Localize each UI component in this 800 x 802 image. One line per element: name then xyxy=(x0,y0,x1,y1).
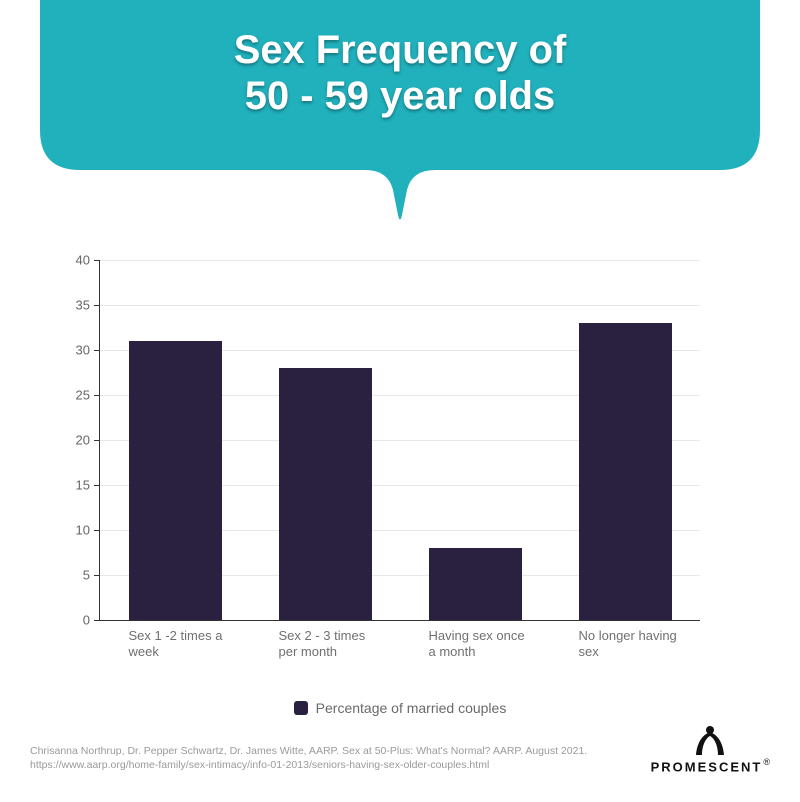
gridline xyxy=(100,260,700,261)
bar xyxy=(279,368,372,620)
gridline xyxy=(100,305,700,306)
x-tick-label: No longer having sex xyxy=(579,628,679,661)
brand-block: PROMESCENT® xyxy=(651,725,770,776)
bar xyxy=(129,341,222,620)
infographic-canvas: Sex Frequency of 50 - 59 year olds 05101… xyxy=(0,0,800,802)
y-tick-label: 5 xyxy=(83,568,90,583)
y-tick-label: 25 xyxy=(76,388,90,403)
brand-name: PROMESCENT xyxy=(651,759,763,774)
y-tick-label: 35 xyxy=(76,298,90,313)
brand-icon xyxy=(692,725,728,755)
chart-legend: Percentage of married couples xyxy=(0,700,800,716)
bar xyxy=(579,323,672,620)
brand-registered-icon: ® xyxy=(763,757,770,767)
y-tick-label: 30 xyxy=(76,343,90,358)
legend-swatch xyxy=(294,701,308,715)
y-axis xyxy=(99,260,100,620)
y-tick-label: 40 xyxy=(76,253,90,268)
y-tick-label: 0 xyxy=(83,613,90,628)
bar-chart: 0510152025303540 Sex 1 -2 times a weekSe… xyxy=(100,260,700,620)
banner-path xyxy=(40,0,760,220)
x-tick-label: Sex 2 - 3 times per month xyxy=(279,628,379,661)
brand-name-row: PROMESCENT® xyxy=(651,757,770,776)
x-tick-label: Sex 1 -2 times a week xyxy=(129,628,229,661)
x-tick-label: Having sex once a month xyxy=(429,628,529,661)
y-tick-label: 10 xyxy=(76,523,90,538)
x-axis xyxy=(99,620,700,621)
y-tick-label: 20 xyxy=(76,433,90,448)
y-tick-label: 15 xyxy=(76,478,90,493)
citation-text: Chrisanna Northrup, Dr. Pepper Schwartz,… xyxy=(30,744,590,772)
title-banner: Sex Frequency of 50 - 59 year olds xyxy=(40,0,760,230)
bar xyxy=(429,548,522,620)
chart-plot-area: 0510152025303540 xyxy=(100,260,700,620)
legend-label: Percentage of married couples xyxy=(316,700,507,716)
banner-shape xyxy=(40,0,760,230)
